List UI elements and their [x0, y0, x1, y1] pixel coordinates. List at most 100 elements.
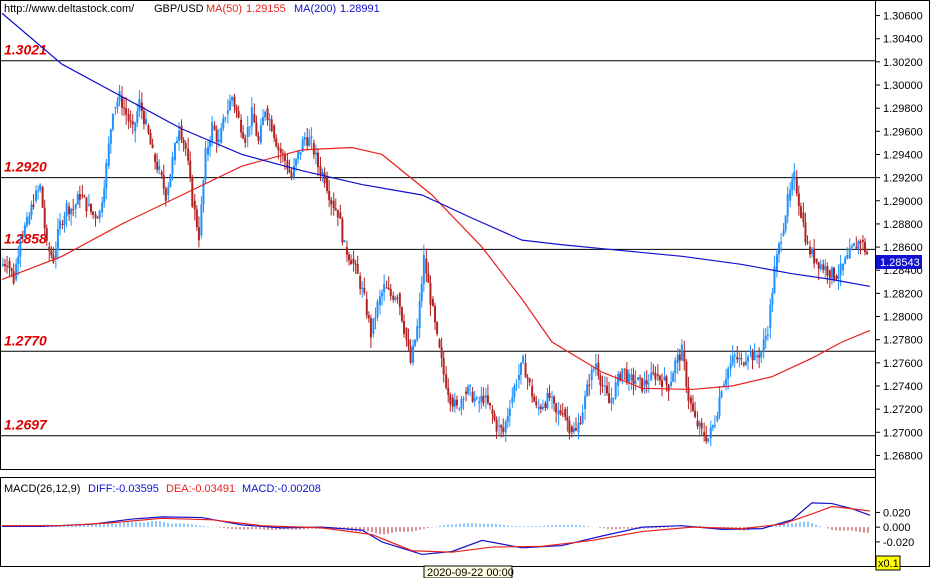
zoom-button[interactable]: [875, 555, 901, 571]
candle-body: [341, 218, 344, 243]
candle-body: [484, 395, 487, 398]
candle-body: [160, 171, 163, 175]
macd-dea-line: [2, 505, 871, 553]
candle-body: [187, 148, 190, 161]
candle-body: [308, 138, 311, 146]
candle-body: [348, 254, 350, 261]
candle-body: [506, 415, 509, 422]
price-tick-label: 1.27400: [883, 381, 923, 393]
candle-body: [482, 395, 485, 404]
candle-body: [45, 228, 48, 241]
ma50-label: MA(50): [206, 3, 242, 15]
candle-body: [169, 174, 172, 187]
ma200-value: 1.28991: [340, 3, 380, 15]
candle-body: [756, 355, 759, 358]
candle-body: [149, 132, 152, 145]
candle-body: [859, 241, 862, 244]
price-tick-label: 1.29800: [883, 103, 923, 115]
candle-body: [140, 102, 143, 111]
candle-body: [813, 249, 816, 264]
candle-body: [290, 172, 293, 178]
candle-body: [861, 240, 864, 242]
candle-body: [727, 368, 730, 379]
candle-body: [486, 395, 489, 403]
candle-body: [601, 384, 604, 387]
candle-body: [224, 117, 227, 119]
price-panel: [0, 0, 876, 470]
candle-body: [381, 292, 384, 297]
source-url[interactable]: http://www.deltastock.com/: [4, 3, 135, 15]
candle-body: [134, 122, 137, 132]
candle-body: [619, 373, 622, 381]
candle-body: [746, 356, 749, 362]
candle-body: [561, 413, 564, 415]
candle-body: [74, 204, 77, 209]
price-tick-label: 1.29400: [883, 149, 923, 161]
ma50-line: [1, 146, 871, 391]
candle-body: [248, 126, 251, 128]
candle-body: [533, 396, 536, 402]
candle-body: [321, 172, 324, 175]
candle-body: [215, 129, 218, 143]
candle-body: [462, 398, 465, 400]
candle-body: [173, 143, 176, 161]
candle-body: [778, 243, 780, 255]
candle-body: [352, 258, 355, 264]
candle-body: [864, 241, 866, 253]
crosshair-date-label: 2020-09-22 00:00: [427, 567, 514, 578]
candle-body: [429, 282, 432, 305]
macd-diff-value: DIFF:-0.03595: [88, 483, 159, 495]
candle-body: [473, 398, 476, 402]
candle-body: [306, 137, 309, 146]
candle-body: [363, 287, 366, 293]
candle-body: [326, 177, 329, 192]
candle-body: [553, 396, 556, 404]
candle-body: [17, 256, 20, 264]
candle-body: [713, 425, 716, 427]
candle-body: [111, 113, 114, 130]
candle-body: [696, 420, 699, 427]
candle-body: [354, 263, 357, 265]
svg-text:http://www.deltastock.com/: http://www.deltastock.com/: [4, 3, 135, 15]
candle-body: [581, 412, 584, 424]
candle-body: [707, 438, 710, 442]
candle-body: [264, 111, 267, 118]
candle-body: [855, 247, 858, 249]
candle-body: [689, 397, 692, 404]
candle-body: [656, 374, 659, 376]
candle-body: [83, 196, 86, 198]
candle-body: [718, 397, 721, 416]
candle-body: [495, 419, 498, 432]
level-label: 1.2697: [4, 417, 48, 433]
candle-body: [819, 264, 822, 269]
candle-body: [35, 190, 38, 201]
candle-body: [627, 373, 630, 383]
candle-body: [63, 216, 66, 225]
candle-body: [365, 299, 368, 316]
candle-body: [334, 208, 337, 210]
candle-body: [244, 138, 247, 143]
candle-body: [162, 174, 165, 189]
candle-body: [151, 144, 154, 149]
candle-body: [634, 381, 637, 384]
candle-body: [614, 382, 617, 398]
candle-body: [101, 202, 104, 213]
price-tick-label: 1.29600: [883, 126, 923, 138]
candle-body: [654, 372, 657, 380]
candle-body: [25, 217, 28, 226]
price-tick-label: 1.29200: [883, 173, 923, 185]
candle-body: [645, 380, 648, 385]
candle-body: [202, 180, 205, 205]
candle-body: [297, 150, 300, 160]
candle-body: [453, 399, 456, 407]
candle-body: [784, 216, 787, 231]
candle-body: [273, 125, 276, 139]
symbol-label: GBP/USD: [154, 3, 204, 15]
candle-body: [253, 113, 256, 123]
candle-body: [475, 397, 478, 399]
candle-body: [385, 287, 388, 289]
price-tick-label: 1.29000: [883, 196, 923, 208]
candle-body: [559, 410, 562, 414]
candle-body: [539, 406, 542, 409]
candle-body: [374, 317, 377, 319]
